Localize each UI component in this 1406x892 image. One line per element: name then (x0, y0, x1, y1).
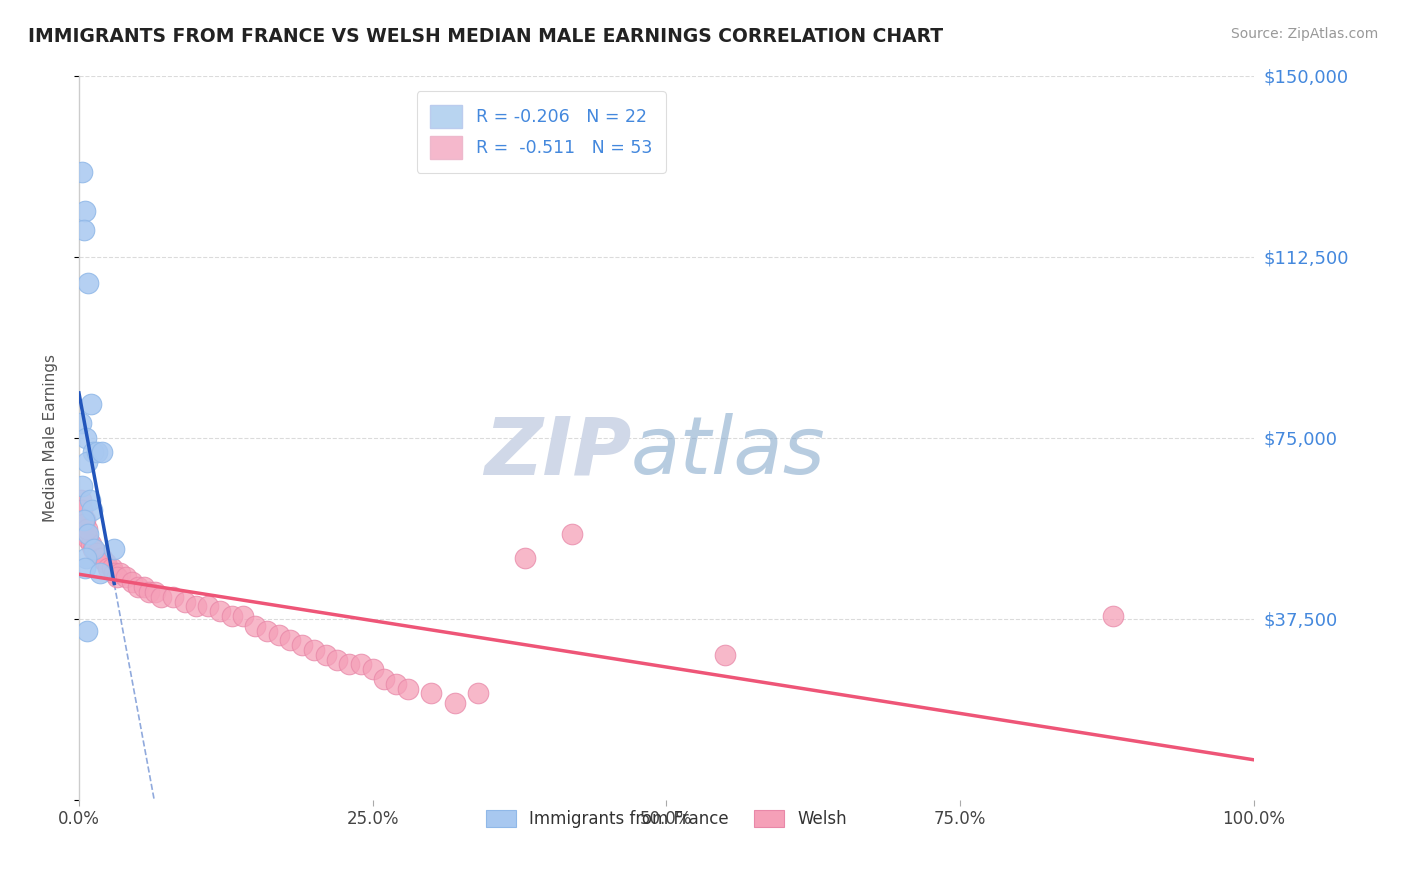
Point (396, 681, 419, 696)
Point (162, 590, 184, 604)
Point (73, 561, 96, 575)
Point (80, 503, 103, 517)
Point (208, 604, 231, 618)
Point (197, 599, 219, 614)
Point (127, 580, 149, 594)
Point (150, 590, 173, 604)
Point (89, 551, 111, 566)
Point (132, 580, 155, 594)
Point (75, 430, 97, 444)
Text: IMMIGRANTS FROM FRANCE VS WELSH MEDIAN MALE EARNINGS CORRELATION CHART: IMMIGRANTS FROM FRANCE VS WELSH MEDIAN M… (28, 27, 943, 45)
Point (91, 551, 114, 566)
Point (186, 599, 208, 614)
Point (70, 493, 93, 508)
Point (221, 609, 243, 624)
Point (443, 696, 465, 710)
Point (326, 652, 349, 666)
Point (121, 575, 143, 590)
Point (72, 512, 94, 526)
Point (101, 561, 124, 575)
Point (515, 551, 537, 566)
Point (105, 570, 128, 584)
Point (77, 532, 100, 546)
Point (108, 566, 131, 580)
Point (232, 609, 254, 624)
Point (83, 541, 105, 556)
Point (86, 445, 108, 459)
Point (243, 619, 266, 633)
Point (138, 585, 160, 599)
Point (75, 551, 97, 566)
Point (77, 527, 100, 541)
Point (103, 541, 125, 556)
Point (79, 493, 101, 508)
Point (714, 648, 737, 662)
Point (350, 657, 373, 672)
Point (103, 566, 125, 580)
Point (173, 594, 195, 608)
Text: Source: ZipAtlas.com: Source: ZipAtlas.com (1230, 27, 1378, 41)
Point (89, 566, 111, 580)
Point (86, 546, 108, 560)
Text: atlas: atlas (631, 413, 825, 491)
Point (72, 223, 94, 237)
Point (72, 479, 94, 493)
Point (115, 570, 138, 584)
Point (467, 686, 489, 700)
Point (70, 416, 93, 430)
Point (76, 455, 98, 469)
Point (267, 628, 290, 642)
Point (291, 638, 314, 652)
Point (256, 624, 278, 638)
Point (82, 541, 104, 556)
Point (97, 561, 120, 575)
Point (72, 165, 94, 179)
Point (82, 445, 104, 459)
Point (73, 512, 96, 526)
Point (72, 503, 94, 517)
Point (91, 445, 114, 459)
Point (72, 517, 94, 532)
Point (80, 397, 103, 411)
Point (280, 633, 302, 648)
Point (76, 522, 98, 536)
Point (77, 276, 100, 290)
Point (94, 556, 117, 570)
Point (143, 585, 166, 599)
Point (80, 537, 103, 551)
Point (75, 527, 97, 541)
Point (373, 672, 395, 686)
Point (561, 527, 583, 541)
Point (315, 648, 337, 662)
Legend: Immigrants from France, Welsh: Immigrants from France, Welsh (479, 803, 853, 835)
Point (337, 657, 360, 672)
Point (420, 686, 443, 700)
Point (385, 676, 408, 690)
Point (302, 643, 325, 657)
Point (361, 662, 384, 676)
Text: ZIP: ZIP (484, 413, 631, 491)
Point (1101, 609, 1123, 624)
Point (76, 624, 98, 638)
Point (73, 203, 96, 218)
Y-axis label: Median Male Earnings: Median Male Earnings (44, 353, 58, 522)
